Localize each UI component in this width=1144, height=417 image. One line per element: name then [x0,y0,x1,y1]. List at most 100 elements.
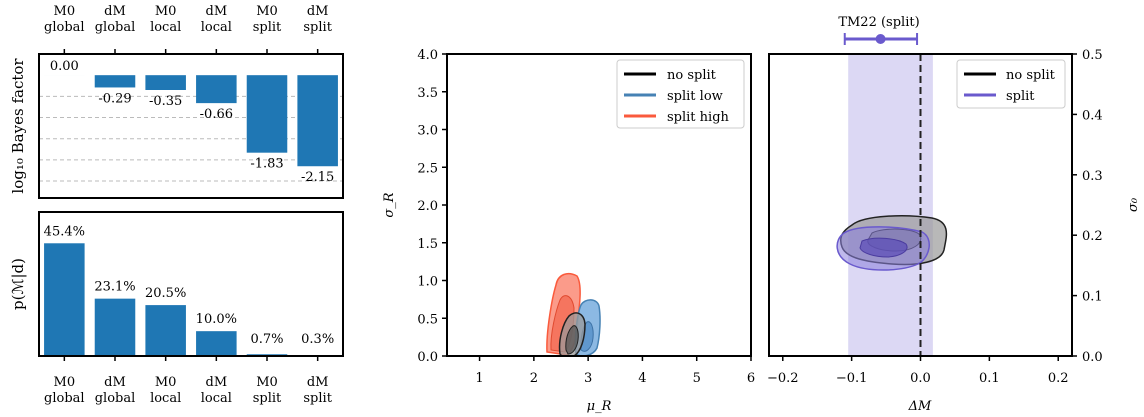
bayes-xtick-label: local [150,20,181,35]
probability-value-labels: 45.4% 23.1% 20.5% 10.0% 0.7% 0.3% [44,224,335,347]
bayes-frame [38,53,344,199]
sigma-ytick-label: 3.0 [417,124,438,139]
mu-xtick-label: 6 [747,371,755,386]
probability-bar [94,298,136,356]
mu-xtick-label: 3 [584,371,592,386]
bayes-xtick-label: M0 [256,4,278,19]
deltaM-xtick-label: −0.1 [836,371,868,386]
bayes-value-labels: 0.00 -0.29 -0.35 -0.66 -1.83 -2.15 [50,59,334,185]
mu-sigma-yticks: 0.0 0.5 1.0 1.5 2.0 2.5 3.0 3.5 4.0 [417,48,447,365]
deltaM-sigma0-panel: −0.2 −0.1 0.0 0.1 0.2 0.00.10.20.30.40.5 ΔM … [767,15,1141,414]
bayes-bar [297,75,338,167]
bayes-value-label: -0.66 [200,107,233,122]
probability-value-label: 10.0% [196,312,237,327]
sigma0-ytick-label: 0.0 [1082,350,1103,365]
mu-sigma-panel: 1 2 3 4 5 6 0.0 0.5 1.0 1.5 2.0 2.5 3.0 3.5 4.0 μ_R σ… [382,48,755,414]
probability-xticks: M0globaldMglobalM0localdMlocalM0splitdMs… [44,356,333,406]
sigma-ytick-label: 0.0 [417,350,438,365]
deltaM-yticks: 0.0 0.1 0.2 0.3 0.4 0.5 [1072,48,1103,365]
bayes-bars [44,75,338,167]
probability-ylabel: p(ℳ|d) [9,258,27,310]
probability-xtick-label: dM [206,375,228,390]
probability-xtick-label: split [303,391,332,406]
bayes-xtick-label: split [303,20,332,35]
legend-label: split high [667,110,730,125]
probability-bar [44,243,85,356]
bayes-xticks: M0globaldMglobalM0localdMlocalM0splitdMs… [44,4,333,54]
tm22-band [848,54,933,356]
bayes-xtick-label: split [253,20,282,35]
errorbar-point [875,34,886,44]
probability-xtick-label: global [95,391,136,406]
sigma-ytick-label: 0.5 [417,312,438,327]
probability-bar [145,305,186,356]
probability-value-label: 45.4% [44,224,85,239]
probability-value-label: 0.3% [301,332,334,347]
bayes-xtick-label: M0 [155,4,177,19]
bayes-bar [94,75,136,88]
probability-value-label: 0.7% [250,332,283,347]
bayes-xtick-label: dM [104,4,126,19]
mu-sigma-xlabel: μ_R [587,399,612,414]
tm22-label: TM22 (split) [838,15,919,30]
mu-sigma-contours [546,273,601,356]
sigma-ytick-label: 2.0 [417,199,438,214]
deltaM-xticks: −0.2 −0.1 0.0 0.1 0.2 [767,356,1069,386]
deltaM-legend: no split split [956,59,1066,109]
bayes-xtick-label: M0 [54,4,76,19]
deltaM-xlabel: ΔM [908,399,932,414]
mu-sigma-ylabel: σ_R [382,192,397,217]
sigma-ytick-label: 1.0 [417,275,438,290]
deltaM-xtick-label: 0.0 [910,371,931,386]
probability-bars [44,243,338,356]
legend-label: split [1006,89,1035,104]
mu-xtick-label: 4 [638,371,646,386]
probability-xtick-label: M0 [155,375,177,390]
legend-label: no split [1006,68,1056,83]
bayes-xtick-label: dM [307,4,329,19]
probability-xtick-label: split [253,391,282,406]
split-contour-inner [859,237,908,258]
mu-sigma-legend-box [616,59,745,129]
sigma-ytick-label: 3.5 [417,86,438,101]
mu-sigma-legend: no split split low split high [616,59,745,129]
bayes-value-label: -1.83 [250,157,283,172]
deltaM-ylabel: σ₀ [1126,197,1141,212]
bayes-factor-panel: 0.00-0.29 -0.35-0.66-1.83-2.15 M0globaldM… [9,4,344,199]
bayes-value-label: -0.29 [98,91,131,106]
mu-xtick-label: 2 [530,371,538,386]
probability-xtick-label: dM [307,375,329,390]
sigma-ytick-label: 4.0 [417,48,438,63]
bayes-grid [39,95,343,182]
probability-bar [196,331,237,356]
probability-value-label: 20.5% [145,286,186,301]
deltaM-xtick-label: −0.2 [767,371,799,386]
sigma0-ytick-label: 0.3 [1082,169,1103,184]
probability-xtick-label: M0 [256,375,278,390]
sigma0-ytick-label: 0.5 [1082,48,1103,63]
probability-xtick-label: global [44,391,85,406]
sigma0-ytick-label: 0.4 [1082,108,1103,123]
probability-xtick-label: M0 [54,375,76,390]
bayes-value-label: 0.00 [50,59,79,74]
sigma-ytick-label: 1.5 [417,237,438,252]
bayes-value-label: -0.35 [149,94,182,109]
probability-value-label: 23.1% [94,280,135,295]
sigma0-ytick-label: 0.1 [1082,290,1103,305]
bayes-bar [246,75,288,153]
mu-sigma-xticks: 1 2 3 4 5 6 [475,356,755,386]
sigma0-ytick-label: 0.2 [1082,229,1103,244]
bayes-bar [145,75,186,90]
bayes-xtick-label: local [201,20,232,35]
no-split-contour-inner [565,325,579,355]
mu-xtick-label: 5 [693,371,701,386]
sigma-ytick-label: 2.5 [417,161,438,176]
probability-panel: 45.4%23.1% 20.5%10.0%0.7% 0.3% M0globaldMg… [9,211,344,406]
mu-xtick-label: 1 [475,371,483,386]
deltaM-contours [836,54,948,356]
probability-xtick-label: dM [104,375,126,390]
bayes-ylabel: log₁₀ Bayes factor [9,58,27,194]
legend-label: no split [667,68,717,83]
bayes-value-label: -2.15 [301,170,334,185]
